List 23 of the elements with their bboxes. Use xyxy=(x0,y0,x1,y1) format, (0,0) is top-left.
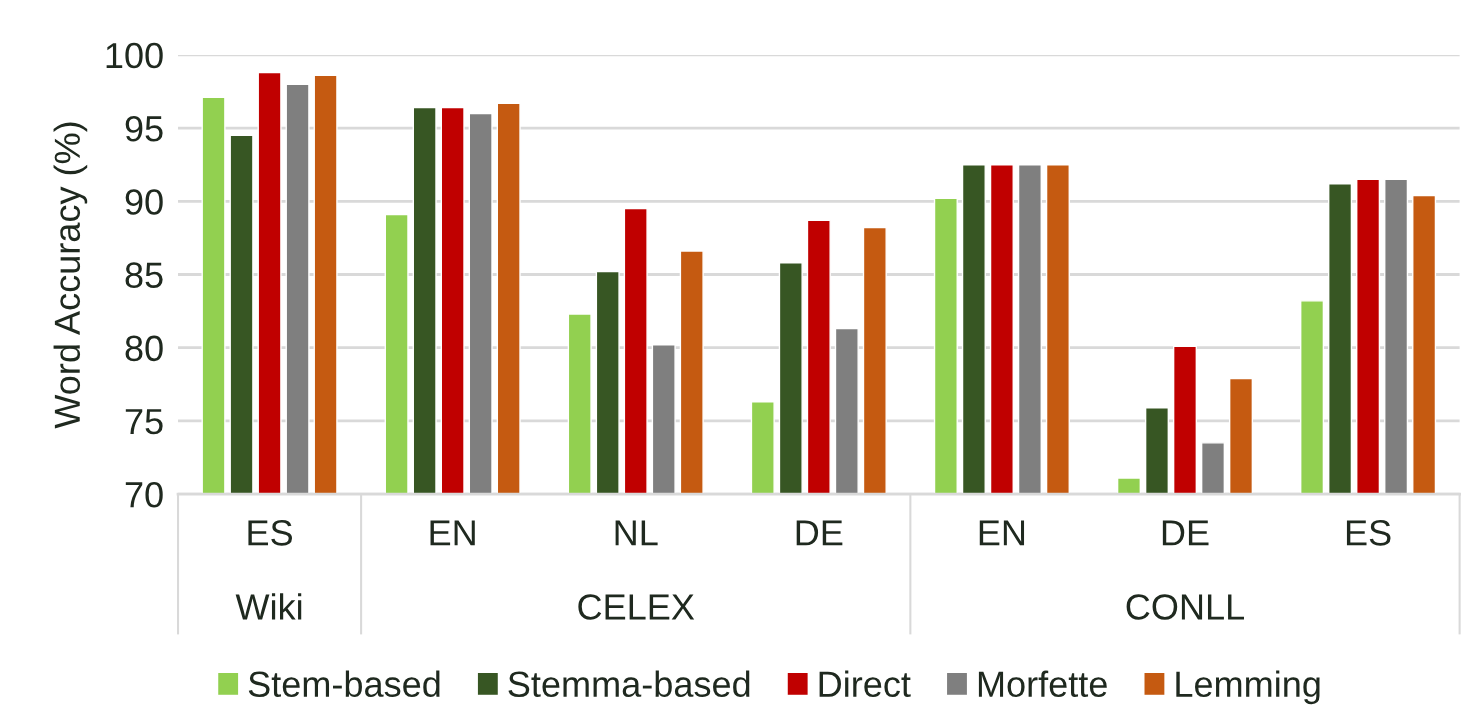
legend-label: Stemma-based xyxy=(508,670,750,698)
legend-label: Stem-based xyxy=(248,670,440,698)
y-tick-label: 90 xyxy=(125,189,163,215)
y-tick-label: 70 xyxy=(125,481,163,508)
y-tick-label: 95 xyxy=(125,115,163,142)
legend-label: Direct xyxy=(819,670,911,698)
legend-label: Lemming xyxy=(1176,670,1320,705)
x-tick-label: DE xyxy=(796,520,843,546)
text: Wiki xyxy=(235,593,302,620)
y-tick-label: 75 xyxy=(125,409,163,435)
x-tick-label: NL xyxy=(615,520,658,546)
y-axis-title: Word Accuracy (%) xyxy=(53,122,88,429)
x-tick-label: ES xyxy=(248,520,292,546)
y-tick-label: 100 xyxy=(106,42,163,69)
x-tick-label: EN xyxy=(979,520,1025,546)
legend-label: Morfette xyxy=(978,670,1107,698)
text: CONLL xyxy=(1126,594,1244,620)
text: CELEX xyxy=(578,594,695,620)
y-tick-label: 85 xyxy=(125,262,163,288)
x-tick-label: ES xyxy=(1346,520,1391,546)
y-tick-label: 80 xyxy=(125,335,163,362)
x-tick-label: DE xyxy=(1162,520,1209,546)
x-tick-label: EN xyxy=(430,520,475,546)
